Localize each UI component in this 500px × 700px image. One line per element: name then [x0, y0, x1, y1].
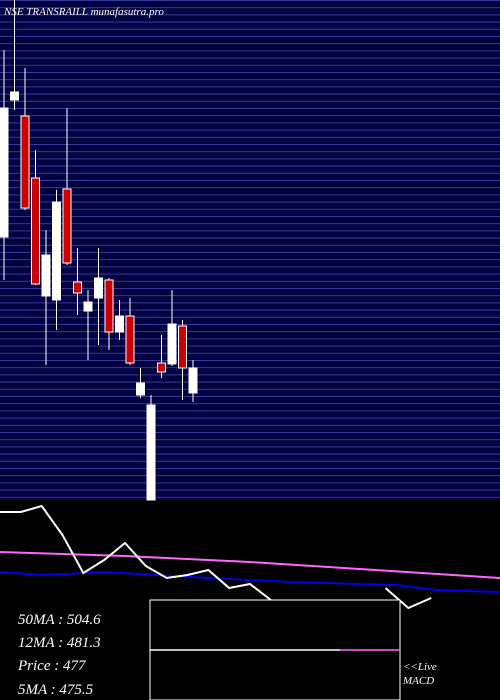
candle-body	[0, 107, 9, 238]
candle-body	[31, 177, 40, 285]
legend-item: 5MA : 475.5	[18, 682, 94, 698]
candle-body	[125, 315, 135, 364]
candle-body	[157, 362, 166, 373]
legend-item: Price : 477	[17, 658, 87, 674]
price-panel	[0, 0, 500, 500]
macd-label: MACD	[402, 675, 434, 687]
candle-body	[94, 277, 103, 299]
candle-body	[188, 367, 198, 394]
candle-body	[10, 91, 19, 101]
legend-item: 12MA : 481.3	[18, 635, 101, 651]
indicator-line	[0, 570, 500, 593]
candle-body	[178, 325, 187, 369]
candle-body	[83, 301, 93, 312]
indicator-line	[0, 504, 432, 610]
indicator-line	[0, 551, 500, 579]
candle-body	[41, 254, 51, 297]
candle-body	[62, 188, 72, 264]
indicator-lines	[0, 504, 500, 610]
chart-title: NSE TRANSRAILL munafasutra.pro	[3, 6, 164, 18]
macd-label: <<Live	[403, 661, 437, 673]
candle-body	[167, 323, 177, 365]
candle-body	[136, 382, 145, 396]
candle-body	[104, 279, 114, 333]
candle-body	[115, 315, 124, 333]
candle-body	[52, 201, 61, 301]
candle-body	[73, 281, 82, 294]
candle-body	[146, 404, 156, 501]
candle-body	[20, 115, 30, 209]
legend-item: 50MA : 504.6	[18, 612, 101, 628]
